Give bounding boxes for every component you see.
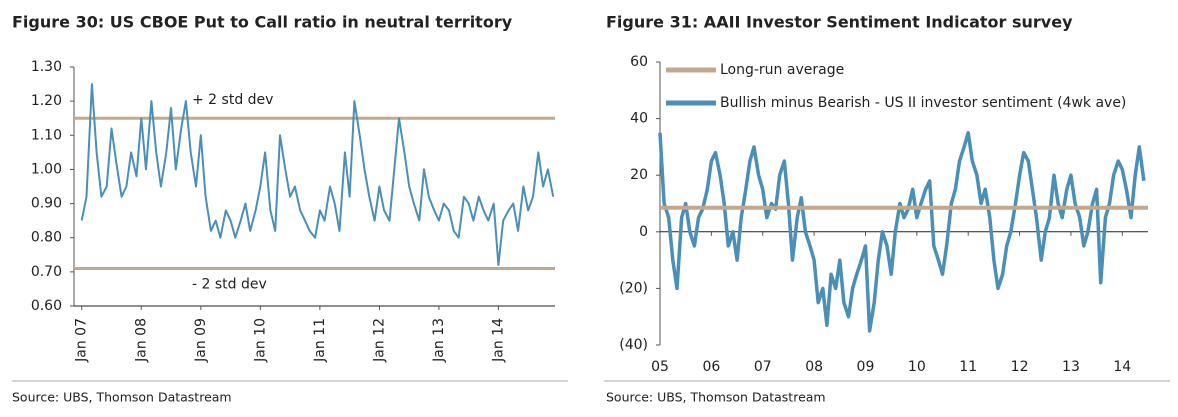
x-tick-label: Jan 13 [431, 318, 447, 363]
y-tick-label: 20 [630, 167, 648, 183]
chart-title: Figure 31: AAII Investor Sentiment Indic… [606, 13, 1073, 32]
y-tick-label: 1.20 [31, 93, 62, 109]
series-line [658, 131, 1146, 333]
y-tick-label: 60 [630, 54, 648, 70]
y-tick-label: 1.10 [31, 127, 62, 143]
x-tick-label: Jan 11 [312, 318, 328, 363]
series-line [80, 83, 555, 266]
x-tick-label: 10 [908, 359, 926, 375]
x-tick-label: Jan 10 [252, 318, 268, 363]
x-tick-label: Jan 14 [490, 318, 506, 363]
x-tick-label: 05 [651, 359, 669, 375]
x-tick-label: 08 [805, 359, 823, 375]
y-tick-label: 0.90 [31, 196, 62, 212]
x-tick-label: Jan 07 [74, 318, 90, 363]
y-tick-label: 0 [639, 224, 648, 240]
y-tick-label: 0.70 [31, 264, 62, 280]
x-tick-label: Jan 12 [371, 318, 387, 363]
x-tick-label: Jan 09 [193, 318, 209, 363]
y-tick-label: 1.30 [31, 59, 62, 75]
y-tick-label: (20) [619, 280, 648, 296]
legend-label: Long-run average [720, 62, 844, 78]
y-tick-label: 40 [630, 111, 648, 127]
legend-label: Bullish minus Bearish - US II investor s… [720, 95, 1126, 111]
reference-label: + 2 std dev [192, 92, 273, 108]
x-tick-label: 11 [959, 359, 977, 375]
y-tick-label: 0.60 [31, 298, 62, 314]
reference-label: - 2 std dev [192, 276, 267, 292]
y-tick-label: 0.80 [31, 230, 62, 246]
x-tick-label: 06 [702, 359, 720, 375]
x-tick-label: 13 [1062, 359, 1080, 375]
x-tick-label: 12 [1011, 359, 1029, 375]
x-tick-label: 09 [857, 359, 875, 375]
x-tick-label: 14 [1113, 359, 1131, 375]
x-tick-label: Jan 08 [133, 318, 149, 363]
chart-title: Figure 30: US CBOE Put to Call ratio in … [12, 13, 513, 32]
y-tick-label: 1.00 [31, 161, 62, 177]
x-tick-label: 07 [754, 359, 772, 375]
source: Source: UBS, Thomson Datastream [606, 390, 826, 405]
source: Source: UBS, Thomson Datastream [12, 390, 232, 405]
y-tick-label: (40) [619, 337, 648, 353]
